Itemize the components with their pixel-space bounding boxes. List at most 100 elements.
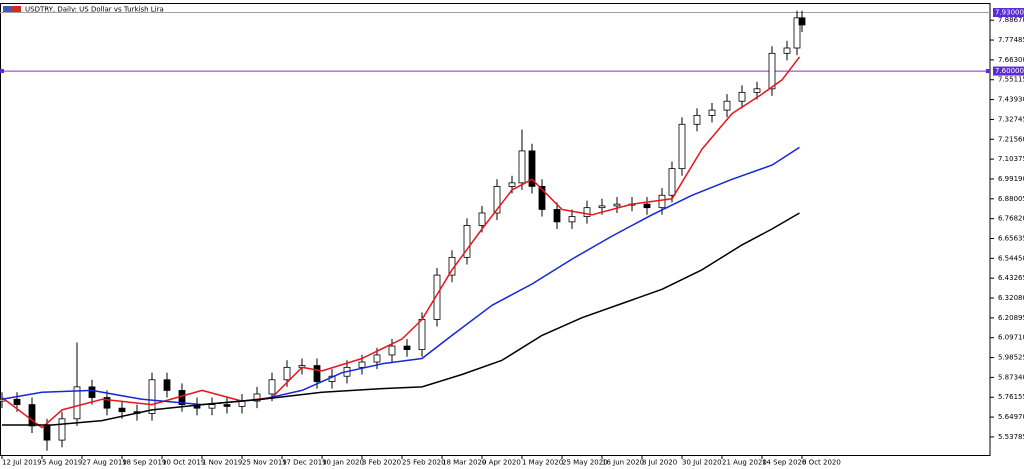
- x-tick-label: 17 Dec 2019: [282, 459, 327, 467]
- candle-body: [583, 207, 591, 217]
- candle-body: [783, 47, 791, 54]
- x-tick-label: 6 Oct 2020: [802, 459, 841, 467]
- candle-body: [693, 115, 701, 125]
- x-tick-label: 8 Jul 2020: [642, 459, 677, 467]
- moving-average-line: [1, 56, 801, 429]
- candle-body: [373, 354, 381, 363]
- y-tick-label: 6.09710: [998, 334, 1024, 342]
- candle-body: [43, 425, 51, 441]
- y-tick-label: 7.10375: [998, 155, 1024, 163]
- x-tick-label: 1 Nov 2019: [202, 459, 242, 467]
- candle-body: [313, 365, 321, 382]
- candle-body: [528, 150, 536, 187]
- candle-body: [388, 345, 396, 356]
- candle-body: [433, 274, 441, 320]
- candle-body: [668, 168, 676, 196]
- candle-body: [268, 379, 276, 395]
- price-line-handle: [986, 69, 990, 74]
- chart-title: USDTRY, Daily: US Dollar vs Turkish Lira: [25, 6, 164, 14]
- x-tick-label: 21 Aug 2020: [722, 459, 767, 467]
- y-tick-label: 5.64970: [998, 413, 1024, 421]
- candle-body: [613, 203, 621, 207]
- x-tick-label: 27 Aug 2019: [82, 459, 127, 467]
- x-tick-label: 5 Aug 2019: [42, 459, 82, 467]
- price-label-box: [993, 8, 1024, 18]
- candle-body: [508, 182, 516, 187]
- candle-body: [13, 398, 21, 406]
- y-tick-label: 5.87340: [998, 373, 1024, 381]
- candle-body: [103, 397, 111, 409]
- candle-body: [518, 150, 526, 184]
- price-label: 7.93000: [995, 9, 1024, 17]
- y-tick-label: 7.55115: [998, 76, 1024, 84]
- candle-body: [73, 386, 81, 420]
- x-tick-label: 25 May 2020: [562, 459, 608, 467]
- y-tick-label: 6.43265: [998, 274, 1024, 282]
- y-tick-label: 6.65635: [998, 234, 1024, 242]
- y-tick-label: 6.88005: [998, 195, 1024, 203]
- candle-body: [283, 366, 291, 381]
- mark-layer: [0, 10, 806, 451]
- candle-body: [798, 17, 806, 26]
- y-tick-label: 6.20895: [998, 314, 1024, 322]
- moving-average-line: [1, 146, 800, 406]
- x-tick-label: 30 Jul 2020: [682, 459, 722, 467]
- candle-body: [418, 319, 426, 351]
- x-tick-label: 25 Nov 2019: [242, 459, 287, 467]
- x-tick-label: 12 Jul 2019: [2, 459, 42, 467]
- candle-body: [358, 361, 366, 368]
- candle-body: [478, 212, 486, 226]
- candle-body: [678, 123, 686, 170]
- y-tick-label: 7.21560: [998, 135, 1024, 143]
- candle-body: [208, 404, 216, 409]
- y-tick-label: 7.43930: [998, 96, 1024, 104]
- x-tick-label: 18 Sep 2019: [122, 459, 166, 467]
- y-tick-label: 6.99190: [998, 175, 1024, 183]
- candle-body: [493, 185, 501, 214]
- symbol-icon: [3, 6, 21, 12]
- plot-frame: [0, 3, 991, 456]
- x-tick-label: 1 May 2020: [522, 459, 563, 467]
- y-tick-label: 7.77485: [998, 36, 1024, 44]
- candle-body: [163, 379, 171, 391]
- candle-body: [708, 109, 716, 116]
- y-tick-label: 6.32080: [998, 294, 1024, 302]
- y-tick-label: 6.76820: [998, 215, 1024, 223]
- moving-average-line: [2, 212, 800, 426]
- y-tick-label: 6.54450: [998, 254, 1024, 262]
- candle-body: [793, 17, 801, 49]
- candle-body: [768, 52, 776, 90]
- candle-body: [658, 194, 666, 209]
- candle-body: [463, 225, 471, 258]
- candle-body: [88, 386, 96, 398]
- price-line-handle: [0, 69, 4, 74]
- x-tick-label: 16 Jun 2020: [602, 459, 644, 467]
- candle-body: [148, 379, 156, 414]
- x-tick-label: 25 Feb 2020: [402, 459, 446, 467]
- candle-body: [58, 418, 66, 441]
- y-tick-label: 5.98525: [998, 354, 1024, 362]
- candle-body: [28, 404, 36, 427]
- price-label-box: [993, 66, 1024, 76]
- candle-body: [568, 216, 576, 223]
- y-tick-label: 7.32745: [998, 115, 1024, 123]
- x-tick-label: 14 Sep 2020: [762, 459, 806, 467]
- candle-body: [538, 185, 546, 210]
- x-tick-label: 10 Oct 2019: [162, 459, 205, 467]
- y-tick-label: 7.66300: [998, 56, 1024, 64]
- candle-body: [223, 404, 231, 407]
- candle-body: [753, 88, 761, 93]
- x-tick-label: 10 Jan 2020: [322, 459, 364, 467]
- candle-body: [253, 393, 261, 402]
- x-tick-label: 18 Mar 2020: [442, 459, 486, 467]
- x-tick-label: 9 Apr 2020: [482, 459, 521, 467]
- candle-body: [553, 209, 561, 223]
- candle-body: [723, 100, 731, 111]
- candle-body: [403, 345, 411, 351]
